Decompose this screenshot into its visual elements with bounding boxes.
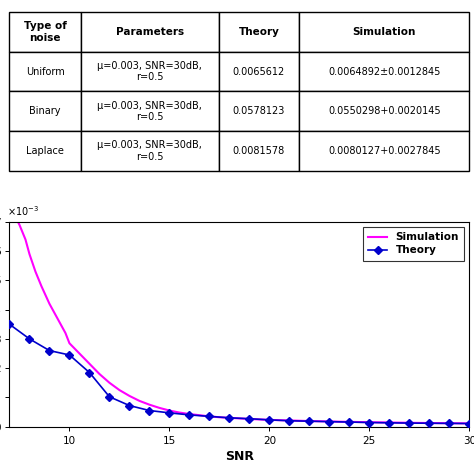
Theory <box>427 420 432 426</box>
Theory <box>346 419 352 425</box>
Theory <box>366 419 372 425</box>
Theory <box>246 416 252 421</box>
Bar <box>219 52 299 91</box>
Theory <box>7 321 12 327</box>
Simulation <box>456 420 462 426</box>
Theory <box>27 336 32 342</box>
Theory <box>227 415 232 420</box>
Theory <box>67 352 73 358</box>
Line: Theory: Theory <box>0 248 473 427</box>
Theory <box>187 412 192 418</box>
Theory <box>447 420 452 426</box>
Text: Parameters: Parameters <box>116 27 184 37</box>
Text: Theory: Theory <box>238 27 279 37</box>
Theory <box>266 417 272 423</box>
Bar <box>9 52 81 91</box>
Bar <box>9 91 81 131</box>
Bar <box>299 91 469 131</box>
Theory <box>466 421 472 427</box>
Theory <box>46 348 52 354</box>
Bar <box>219 91 299 131</box>
Simulation <box>297 418 302 424</box>
Simulation <box>466 420 472 426</box>
Bar <box>299 52 469 91</box>
Text: μ=0.003, SNR=30dB,
r=0.5: μ=0.003, SNR=30dB, r=0.5 <box>97 61 202 82</box>
Theory <box>207 413 212 419</box>
Theory <box>87 370 92 375</box>
Theory <box>286 418 292 424</box>
Simulation <box>327 419 332 424</box>
Text: 0.0550298+0.0020145: 0.0550298+0.0020145 <box>328 106 440 116</box>
Bar <box>81 12 219 52</box>
Text: μ=0.003, SNR=30dB,
r=0.5: μ=0.003, SNR=30dB, r=0.5 <box>97 140 202 162</box>
Simulation <box>127 393 132 399</box>
Bar <box>299 12 469 52</box>
Bar <box>219 12 299 52</box>
Text: 0.0578123: 0.0578123 <box>233 106 285 116</box>
Bar <box>299 131 469 171</box>
Line: Simulation: Simulation <box>9 204 469 423</box>
Text: 0.0065612: 0.0065612 <box>233 66 285 76</box>
Theory <box>307 419 312 424</box>
Simulation <box>117 387 122 393</box>
Text: Binary: Binary <box>29 106 61 116</box>
Theory <box>146 408 152 413</box>
Bar <box>81 131 219 171</box>
Bar <box>9 131 81 171</box>
Theory <box>406 420 412 426</box>
Theory <box>166 410 172 416</box>
Text: 0.0080127+0.0027845: 0.0080127+0.0027845 <box>328 146 440 156</box>
Bar <box>219 131 299 171</box>
Theory <box>327 419 332 425</box>
Text: $\times10^{-3}$: $\times10^{-3}$ <box>7 204 39 218</box>
Simulation <box>7 201 12 207</box>
Text: Type of
noise: Type of noise <box>24 21 66 43</box>
X-axis label: SNR: SNR <box>225 450 254 463</box>
Theory <box>107 394 112 400</box>
Text: 0.0081578: 0.0081578 <box>233 146 285 156</box>
Bar <box>81 91 219 131</box>
Simulation <box>77 351 82 356</box>
Bar <box>81 52 219 91</box>
Text: Uniform: Uniform <box>26 66 64 76</box>
Bar <box>9 12 81 52</box>
Text: 0.0064892±0.0012845: 0.0064892±0.0012845 <box>328 66 440 76</box>
Text: μ=0.003, SNR=30dB,
r=0.5: μ=0.003, SNR=30dB, r=0.5 <box>97 100 202 122</box>
Legend: Simulation, Theory: Simulation, Theory <box>363 227 464 261</box>
Text: Laplace: Laplace <box>26 146 64 156</box>
Theory <box>386 420 392 426</box>
Theory <box>127 403 132 409</box>
Text: Simulation: Simulation <box>353 27 416 37</box>
